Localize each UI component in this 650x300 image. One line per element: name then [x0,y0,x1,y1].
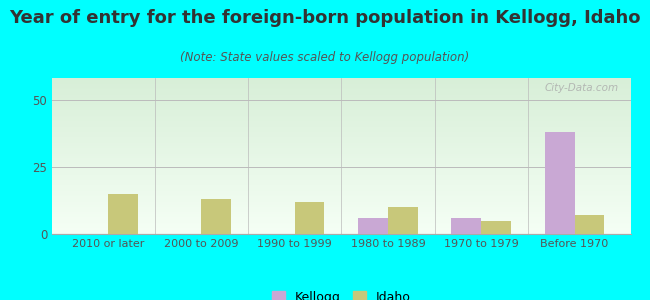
Text: City-Data.com: City-Data.com [545,83,619,93]
Text: Year of entry for the foreign-born population in Kellogg, Idaho: Year of entry for the foreign-born popul… [9,9,641,27]
Text: (Note: State values scaled to Kellogg population): (Note: State values scaled to Kellogg po… [181,51,469,64]
Bar [358,218,388,234]
Bar [545,132,575,234]
Bar [451,218,481,234]
Bar [108,194,138,234]
Bar [294,202,324,234]
Bar [202,199,231,234]
Bar [575,215,604,234]
Bar [481,220,511,234]
Bar [388,207,418,234]
Legend: Kellogg, Idaho: Kellogg, Idaho [267,286,415,300]
